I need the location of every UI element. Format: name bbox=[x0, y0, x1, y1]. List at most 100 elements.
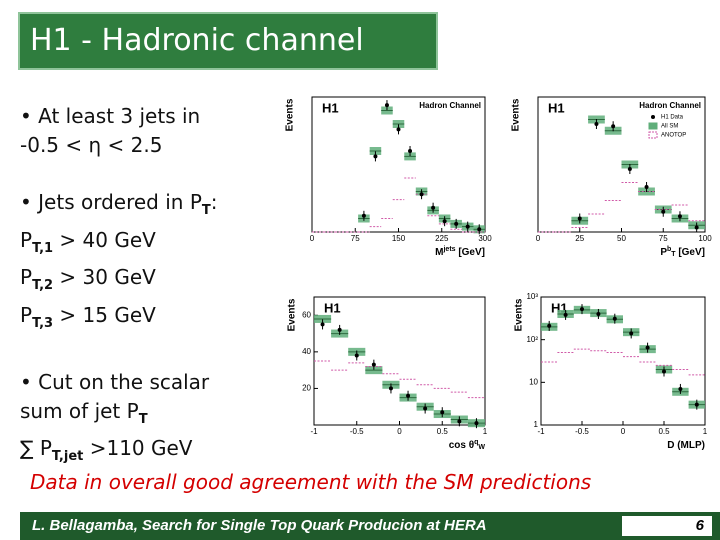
x-tick-label: 300 bbox=[478, 234, 492, 243]
slide-title: H1 - Hadronic channel bbox=[18, 12, 438, 70]
data-point bbox=[406, 393, 411, 398]
data-point bbox=[371, 362, 376, 367]
data-point bbox=[677, 214, 682, 219]
text-segment: P bbox=[20, 302, 33, 327]
x-axis-label-part: cos θ bbox=[449, 440, 474, 451]
text-segment: P bbox=[20, 265, 33, 289]
data-point bbox=[423, 406, 428, 411]
bullet-line: • Cut on the scalar bbox=[20, 368, 218, 397]
bullet-line: PT,2 > 30 GeV bbox=[20, 263, 218, 301]
data-point bbox=[577, 216, 582, 221]
bullet-line: • At least 3 jets in bbox=[20, 102, 218, 131]
x-axis-label-part: q bbox=[474, 439, 478, 446]
text-segment: T bbox=[138, 411, 148, 427]
x-axis-label-part: D (MLP) bbox=[667, 440, 705, 451]
data-point bbox=[563, 312, 568, 317]
data-point bbox=[396, 127, 401, 132]
data-point bbox=[361, 213, 366, 218]
x-axis-label-part: b bbox=[667, 246, 671, 253]
text-segment: -0.5 < η < 2.5 bbox=[20, 132, 163, 157]
x-tick-label: -1 bbox=[310, 427, 318, 436]
data-point bbox=[337, 327, 342, 332]
data-point bbox=[388, 386, 393, 391]
bullet-line: -0.5 < η < 2.5 bbox=[20, 131, 218, 160]
legend-label: ANOTOP bbox=[661, 133, 686, 139]
x-tick-label: 0.5 bbox=[658, 427, 670, 436]
x-tick-label: 1 bbox=[703, 427, 708, 436]
text-segment: ∑ P bbox=[20, 436, 52, 460]
legend-label: H1 Data bbox=[661, 115, 684, 121]
data-point bbox=[644, 185, 649, 189]
text-segment: • Jets ordered in P bbox=[20, 190, 202, 214]
plot-frame bbox=[313, 296, 486, 426]
data-point bbox=[431, 205, 436, 210]
data-point bbox=[440, 410, 445, 415]
text-segment: > 30 GeV bbox=[53, 265, 156, 289]
data-point bbox=[320, 322, 325, 327]
data-point bbox=[580, 307, 584, 312]
x-tick-label: 0 bbox=[310, 234, 315, 243]
x-tick-label: 75 bbox=[659, 234, 668, 243]
bullet-list: • At least 3 jets in -0.5 < η < 2.5 • Jets… bbox=[20, 102, 218, 501]
x-tick-label: 25 bbox=[575, 234, 584, 243]
y-axis-label: Events bbox=[287, 298, 298, 331]
x-tick-label: -0.5 bbox=[575, 427, 589, 436]
x-tick-label: 1 bbox=[483, 427, 488, 436]
x-tick-label: 0 bbox=[536, 234, 541, 243]
channel-label: Hadron Channel bbox=[639, 101, 701, 110]
y-tick-label: 10 bbox=[529, 377, 538, 386]
data-point bbox=[457, 419, 462, 424]
x-tick-label: 75 bbox=[351, 234, 360, 243]
x-axis-label-part: W bbox=[478, 444, 485, 451]
y-tick-label: 1 bbox=[534, 420, 539, 429]
data-point bbox=[645, 345, 650, 350]
legend-marker bbox=[651, 115, 655, 119]
text-segment: • At least 3 jets in bbox=[20, 104, 201, 128]
data-point bbox=[694, 225, 699, 230]
text-segment: • Cut on the scalar bbox=[20, 370, 210, 394]
x-axis-label: PbT [GeV] bbox=[660, 246, 705, 258]
data-point bbox=[547, 323, 552, 328]
bullet: • At least 3 jets in -0.5 < η < 2.5 bbox=[20, 102, 218, 159]
footer-text: L. Bellagamba, Search for Single Top Qua… bbox=[32, 517, 487, 534]
y-axis-label: Events bbox=[511, 98, 522, 131]
text-segment: T,2 bbox=[32, 278, 54, 293]
data-point bbox=[465, 224, 470, 229]
data-point bbox=[627, 167, 632, 171]
text-segment: sum of jet P bbox=[20, 398, 139, 423]
text-segment: P bbox=[20, 227, 33, 252]
bullet: • Jets ordered in PT: PT,1 > 40 GeV PT,2 >… bbox=[20, 188, 218, 338]
x-axis-label: D (MLP) bbox=[667, 440, 705, 451]
x-tick-label: 150 bbox=[392, 234, 406, 243]
legend-marker bbox=[648, 131, 658, 139]
bullet-line: PT,1 > 40 GeV bbox=[20, 226, 218, 264]
data-point bbox=[611, 124, 616, 129]
text-segment: > 40 GeV bbox=[53, 227, 156, 252]
x-axis-label-part: T bbox=[671, 251, 676, 258]
data-point bbox=[694, 402, 699, 407]
data-point bbox=[408, 149, 413, 153]
x-tick-label: 100 bbox=[698, 234, 712, 243]
x-tick-label: -1 bbox=[537, 427, 545, 436]
y-tick-label: 60 bbox=[302, 310, 311, 319]
y-tick-label: 10² bbox=[526, 335, 538, 344]
x-axis-label-part: [GeV] bbox=[456, 247, 485, 258]
text-segment: > 15 GeV bbox=[53, 302, 156, 327]
data-point bbox=[678, 386, 683, 391]
x-axis-label: cos θqW bbox=[449, 439, 486, 451]
text-segment: : bbox=[210, 190, 218, 214]
y-tick-label: 40 bbox=[302, 347, 311, 356]
text-segment: T,jet bbox=[51, 449, 84, 464]
text-segment: T,1 bbox=[32, 240, 54, 256]
x-axis-label-part: jets bbox=[442, 246, 455, 253]
channel-label: Hadron Channel bbox=[419, 101, 481, 110]
x-axis-label: Mjets [GeV] bbox=[435, 246, 485, 258]
conclusion: Data in overall good agreement with the … bbox=[30, 470, 592, 494]
x-tick-label: 225 bbox=[435, 234, 449, 243]
data-point bbox=[454, 221, 459, 226]
data-point bbox=[419, 192, 424, 197]
plot-title: H1 bbox=[548, 100, 565, 115]
data-point bbox=[596, 311, 601, 316]
data-point bbox=[477, 227, 482, 232]
legend-marker bbox=[648, 122, 658, 130]
